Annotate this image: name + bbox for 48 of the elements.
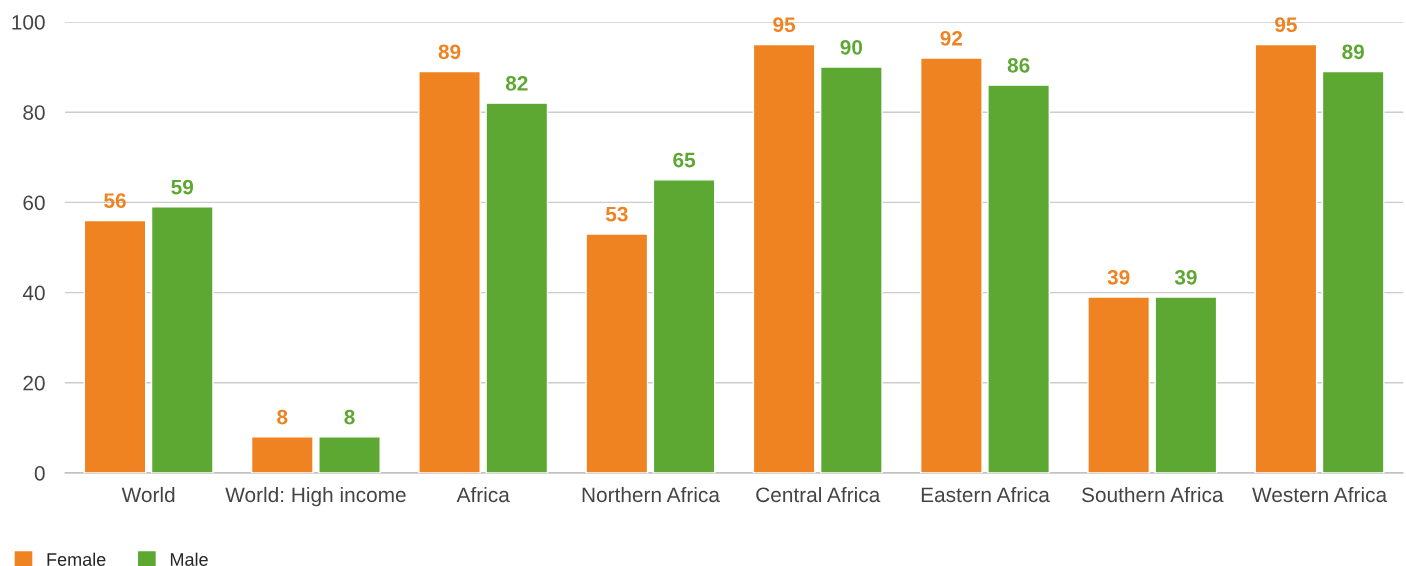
bar (250, 436, 314, 473)
y-tick-label: 0 (34, 466, 45, 481)
bar (1087, 296, 1151, 473)
data-label: 39 (1107, 269, 1130, 285)
data-label: 90 (840, 39, 863, 55)
x-tick-label: Northern Africa (582, 486, 720, 503)
x-tick-label: World: High income (225, 486, 406, 507)
y-tick-label: 20 (23, 375, 45, 391)
y-tick-label: 40 (22, 285, 45, 301)
bar (318, 436, 381, 473)
y-tick-label: 60 (23, 195, 45, 211)
bar (819, 66, 883, 473)
data-label: 89 (1342, 44, 1364, 60)
data-label: 56 (104, 193, 126, 208)
bar (418, 70, 481, 473)
x-tick-label: Africa (456, 486, 510, 503)
legend-label: Female (47, 552, 106, 566)
data-label: 89 (438, 44, 461, 60)
x-tick-label: Southern Africa (1082, 486, 1224, 503)
data-label: 39 (1174, 269, 1197, 285)
x-tick-label: World (121, 486, 175, 503)
bar (987, 84, 1051, 473)
legend-label: Male (170, 552, 208, 566)
data-label: 82 (505, 75, 528, 91)
bar (652, 179, 716, 473)
bar (1254, 43, 1318, 473)
data-label: 86 (1007, 57, 1030, 73)
data-label: 65 (673, 152, 696, 168)
bar (485, 102, 549, 473)
bar (752, 43, 816, 473)
x-tick-label: Western Africa (1252, 486, 1388, 503)
y-tick-label: 80 (23, 105, 45, 120)
data-label: 59 (171, 179, 194, 195)
bar (83, 219, 147, 473)
bar (919, 57, 983, 473)
data-label: 92 (940, 30, 963, 46)
x-tick-label: Central Africa (756, 486, 881, 503)
data-label: 95 (1275, 17, 1297, 33)
x-tick-label: Eastern Africa (921, 486, 1050, 503)
bar (1321, 70, 1385, 473)
bar (1154, 296, 1218, 473)
bar (585, 233, 649, 473)
data-label: 8 (344, 409, 355, 425)
data-label: 53 (605, 206, 628, 222)
data-label: 95 (773, 17, 796, 33)
data-label: 8 (277, 409, 288, 425)
bar (150, 206, 214, 473)
y-tick-label: 100 (12, 15, 45, 30)
